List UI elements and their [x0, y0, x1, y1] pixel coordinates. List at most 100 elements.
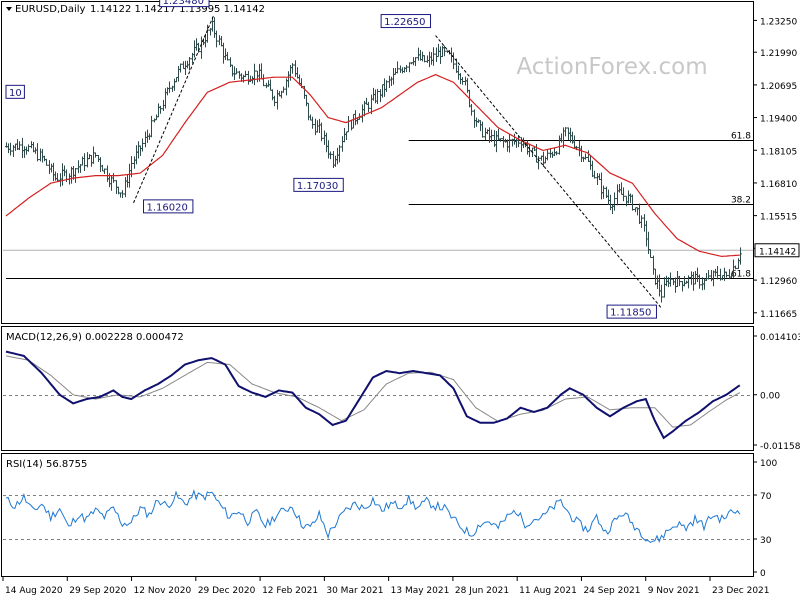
- price-bar: [206, 24, 209, 43]
- x-tick-label: 12 Feb 2021: [262, 586, 318, 596]
- y-tick-label: 0: [760, 569, 766, 579]
- price-bar: [734, 265, 737, 270]
- moving-average: [5, 74, 740, 258]
- ohlc-values: 1.14122 1.14217 1.13995 1.14142: [90, 4, 265, 15]
- price-bar: [179, 63, 182, 73]
- price-bar: [669, 272, 672, 287]
- price-bar: [423, 55, 426, 63]
- price-annotation: 1.11850: [606, 304, 657, 319]
- price-bar: [631, 194, 634, 211]
- y-tick-label: 1.12960: [760, 277, 797, 287]
- price-bar: [490, 129, 493, 143]
- price-bar: [396, 61, 399, 74]
- price-bar: [461, 77, 464, 85]
- y-tick-label: 1.23250: [760, 17, 797, 27]
- x-tick-label: 29 Dec 2020: [198, 586, 256, 596]
- price-bar: [537, 156, 540, 170]
- annotation-label: 10: [9, 88, 22, 99]
- price-bar: [564, 127, 567, 137]
- y-tick-label: 1.21990: [760, 49, 797, 59]
- rsi-panel-frame: [1, 453, 754, 577]
- macd-plot: [3, 350, 753, 440]
- rsi-line: [5, 488, 741, 544]
- price-bar: [215, 30, 218, 48]
- x-tick-label: 13 May 2021: [391, 586, 450, 596]
- price-bar: [253, 63, 256, 86]
- price-bar: [94, 152, 97, 158]
- price-bar: [707, 270, 710, 280]
- price-bar: [141, 138, 144, 152]
- price-bar: [432, 47, 435, 66]
- price-bar: [649, 249, 652, 258]
- price-bar: [282, 86, 285, 93]
- y-tick-label: 30: [760, 536, 772, 546]
- trendline: [133, 14, 215, 204]
- price-bar: [443, 45, 446, 57]
- price-bar: [678, 275, 681, 287]
- price-bar: [36, 143, 39, 162]
- price-bar: [555, 151, 558, 156]
- price-bar: [640, 215, 643, 228]
- rsi-y-axis: 100 70 30 0: [753, 459, 777, 579]
- price-bar: [385, 80, 388, 93]
- current-price-label: 1.14142: [759, 247, 796, 257]
- price-bar: [244, 70, 247, 78]
- price-bar: [338, 145, 341, 163]
- price-bar: [602, 185, 605, 199]
- x-tick-label: 9 Nov 2021: [648, 586, 700, 596]
- macd-signal-line: [5, 355, 741, 428]
- price-bar: [470, 104, 473, 116]
- price-horizontal-lines: 61.8 38.2 61.8: [3, 132, 753, 280]
- price-bar: [593, 170, 596, 179]
- price-bar: [168, 81, 171, 93]
- price-panel-frame: [1, 1, 754, 324]
- price-annotation: 1.17030: [293, 177, 344, 192]
- price-bar: [546, 149, 549, 161]
- rsi-title: RSI(14) 56.8755: [6, 459, 87, 470]
- price-bar: [405, 65, 408, 73]
- collapse-triangle-icon[interactable]: [6, 7, 12, 11]
- x-tick-label: 23 Dec 2021: [712, 586, 770, 596]
- annotation-label: 1.16020: [147, 202, 188, 213]
- price-bar: [74, 168, 77, 183]
- x-tick-label: 29 Sep 2020: [69, 586, 126, 596]
- y-tick-label: 70: [760, 492, 772, 502]
- price-bar: [311, 116, 314, 129]
- fib-level-label: 38.2: [731, 196, 751, 206]
- x-tick-label: 24 Sep 2021: [583, 586, 640, 596]
- price-bar: [660, 284, 663, 303]
- macd-title: MACD(12,26,9) 0.002228 0.000472: [6, 332, 184, 343]
- price-bar: [112, 173, 115, 183]
- fib-level-label: 61.8: [731, 270, 751, 280]
- x-tick-label: 14 Aug 2020: [5, 586, 63, 596]
- price-bar: [150, 115, 153, 138]
- price-bar: [725, 271, 728, 278]
- price-bar: [235, 68, 238, 75]
- watermark: ActionForex.com: [516, 54, 707, 80]
- y-tick-label: 0.014103: [760, 333, 800, 343]
- y-tick-label: 0.00: [760, 392, 780, 402]
- price-bar: [188, 57, 191, 71]
- price-bar: [18, 141, 21, 151]
- current-price-tag: 1.14142: [754, 243, 800, 258]
- macd-macd-line: [5, 350, 741, 440]
- price-bar: [499, 138, 502, 142]
- price-bar: [159, 105, 162, 114]
- price-bars: [5, 16, 742, 303]
- price-bar: [739, 247, 742, 265]
- y-tick-label: 1.19400: [760, 115, 797, 125]
- x-tick-label: 12 Nov 2020: [134, 586, 192, 596]
- price-bar: [320, 122, 323, 142]
- price-bar: [121, 190, 124, 199]
- price-annotation: 1.22650: [380, 14, 432, 29]
- price-annotation: 10: [5, 84, 25, 99]
- price-bar: [367, 101, 370, 113]
- price-bar: [528, 143, 531, 158]
- header: EURUSD,Daily 1.14122 1.14217 1.13995 1.1…: [6, 4, 265, 15]
- price-bar: [9, 142, 12, 156]
- annotation-label: 1.11850: [610, 308, 651, 319]
- y-tick-label: 1.18105: [760, 147, 797, 157]
- price-bar: [103, 168, 106, 174]
- price-bar: [481, 121, 484, 138]
